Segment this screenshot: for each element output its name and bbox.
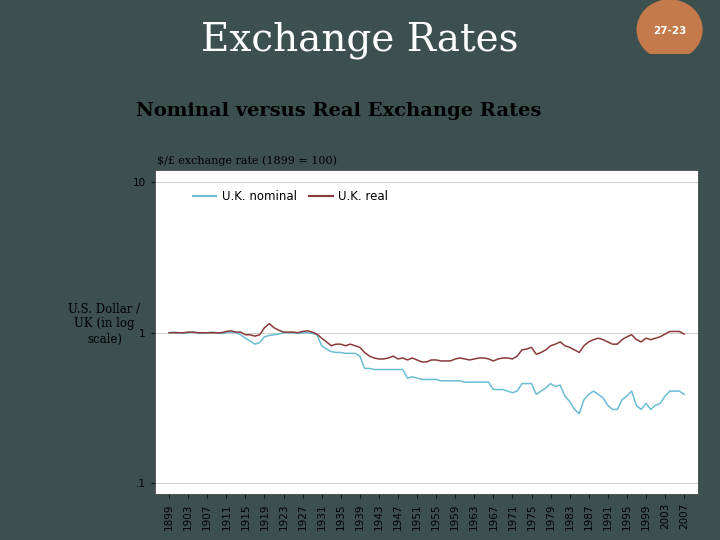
Legend: U.K. nominal, U.K. real: U.K. nominal, U.K. real xyxy=(188,186,393,208)
U.K. nominal xyxy=(680,391,688,397)
Text: Nominal versus Real Exchange Rates: Nominal versus Real Exchange Rates xyxy=(135,103,541,120)
U.K. real xyxy=(451,356,459,362)
U.K. real xyxy=(341,342,350,349)
Text: U.S. Dollar /
UK (in log
scale): U.S. Dollar / UK (in log scale) xyxy=(68,302,140,346)
U.K. real xyxy=(513,353,521,359)
Line: U.K. real: U.K. real xyxy=(169,323,684,362)
U.K. nominal xyxy=(341,350,350,356)
U.K. nominal xyxy=(312,332,321,338)
U.K. real xyxy=(418,359,426,365)
Line: U.K. nominal: U.K. nominal xyxy=(169,332,684,414)
Text: $/£ exchange rate (1899 = 100): $/£ exchange rate (1899 = 100) xyxy=(157,156,337,166)
U.K. nominal xyxy=(207,329,216,335)
U.K. real xyxy=(203,329,212,336)
U.K. nominal xyxy=(165,329,174,336)
U.K. nominal xyxy=(451,377,459,384)
U.K. nominal xyxy=(446,377,455,384)
U.K. real xyxy=(312,331,321,338)
U.K. real xyxy=(265,320,274,327)
U.K. nominal xyxy=(575,410,583,417)
U.K. real xyxy=(165,329,174,336)
U.K. real xyxy=(456,355,464,361)
U.K. real xyxy=(680,331,688,338)
U.K. nominal xyxy=(508,389,517,396)
U.K. nominal xyxy=(169,329,178,335)
Text: 27-23: 27-23 xyxy=(653,26,686,36)
Ellipse shape xyxy=(637,0,702,59)
Text: Exchange Rates: Exchange Rates xyxy=(202,21,518,59)
